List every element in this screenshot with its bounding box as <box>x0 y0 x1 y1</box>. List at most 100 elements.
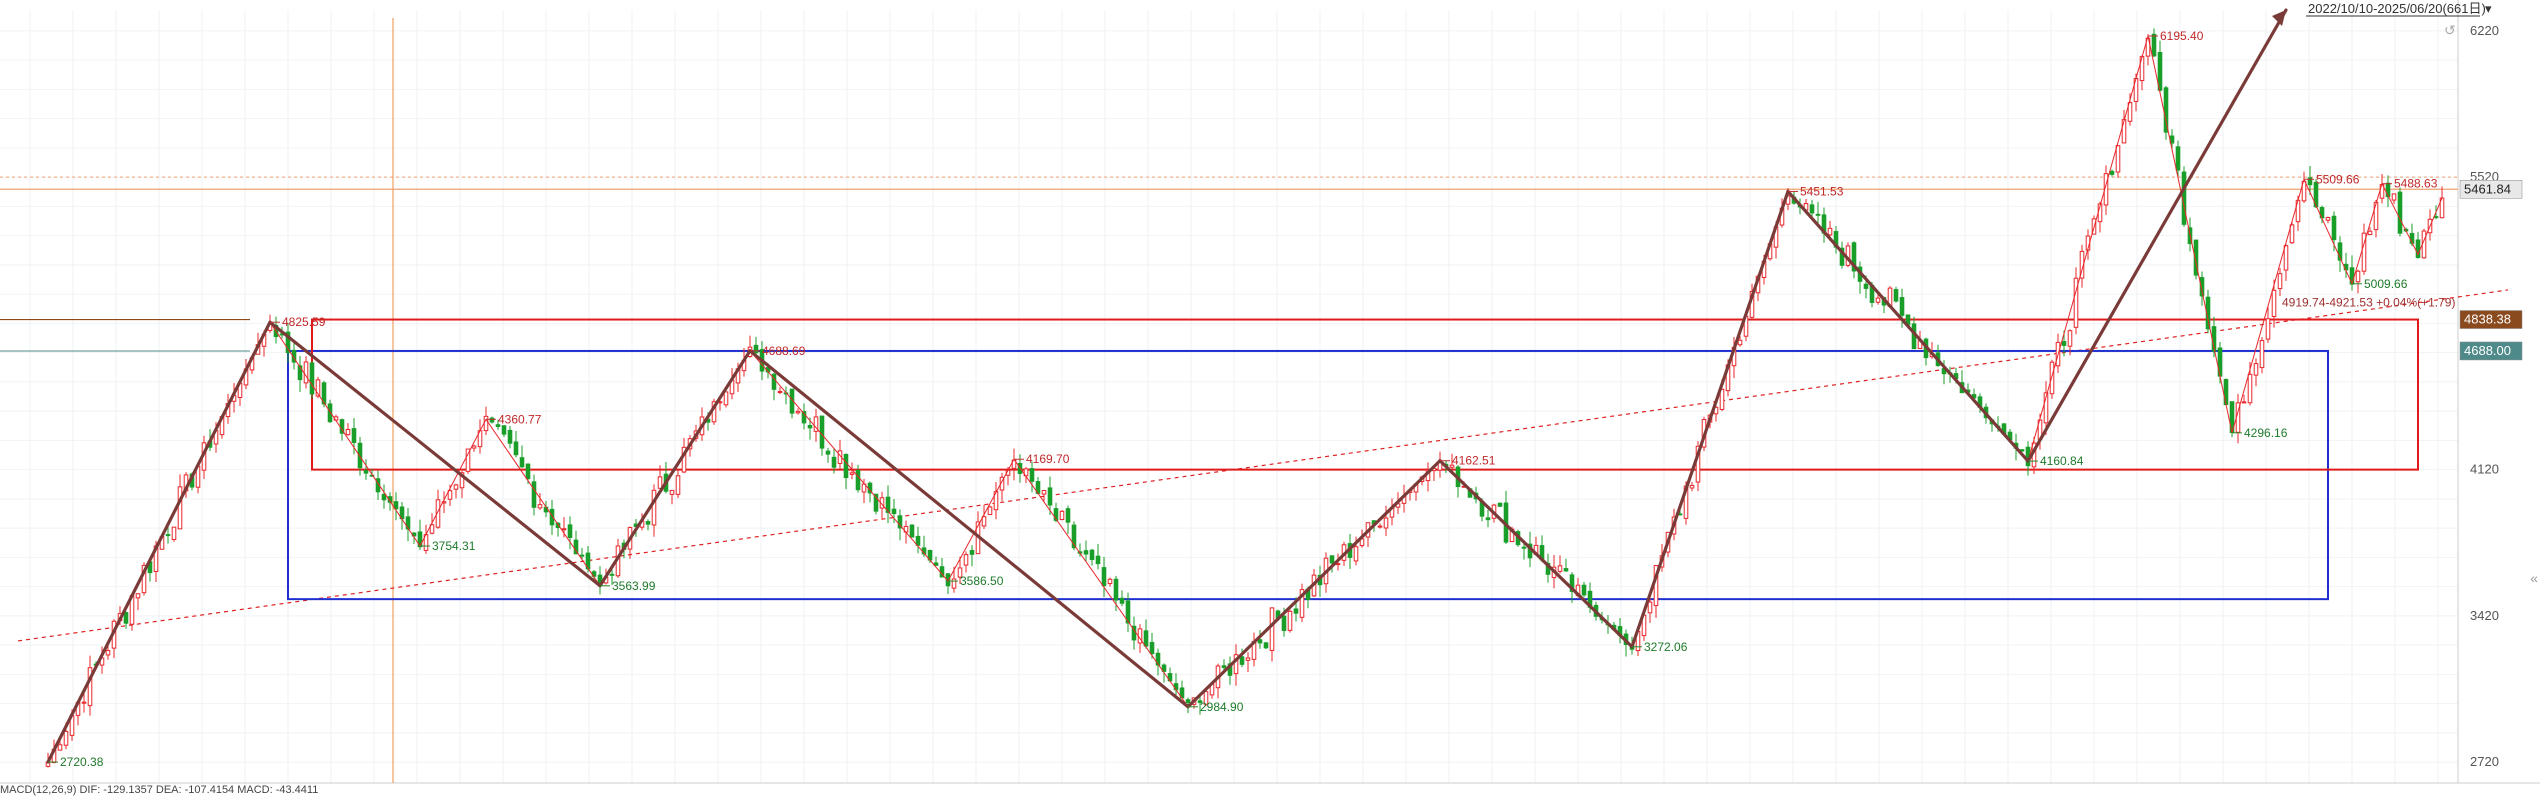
candle-body <box>549 508 555 526</box>
candle-body <box>1719 388 1725 410</box>
candle-body <box>1155 652 1161 666</box>
candle-body <box>567 524 573 538</box>
candle-body <box>2361 232 2367 272</box>
candle-body <box>2283 245 2289 271</box>
candle-body <box>981 516 987 527</box>
candle-body <box>1839 247 1845 266</box>
candle-body <box>2433 216 2439 219</box>
candle-body <box>2157 51 2163 91</box>
candle-body <box>465 448 471 472</box>
pivot-label: 3563.99 <box>612 579 656 593</box>
candle-body <box>2337 242 2343 261</box>
candle-body <box>57 744 63 751</box>
candle-body <box>2103 173 2109 206</box>
blue-range-box <box>287 349 2329 601</box>
candle-body <box>1095 555 1101 565</box>
candle-body <box>1047 487 1053 506</box>
candle-body <box>327 403 333 423</box>
candle-body <box>1149 641 1155 655</box>
candle-body <box>2109 170 2115 175</box>
candle-body <box>1449 464 1455 468</box>
price-tag-box <box>2459 180 2523 199</box>
candle-body <box>1299 589 1305 618</box>
candle-body <box>309 362 315 395</box>
candle-body <box>2073 277 2079 328</box>
price-tag-box <box>2459 341 2523 361</box>
candle-body <box>135 593 141 599</box>
dotted-trend-line <box>17 289 2509 642</box>
candle-body <box>1125 600 1131 624</box>
candle-body <box>513 441 519 456</box>
candle-body <box>1113 578 1119 601</box>
candle-body <box>387 496 393 503</box>
macd-readout: MACD(12,26,9) DIF: -129.1357 DEA: -107.4… <box>0 784 319 796</box>
candle-body <box>2253 363 2259 376</box>
candle-body <box>891 508 897 515</box>
dropdown-icon: ▾ <box>2485 1 2492 16</box>
collapse-panel-icon[interactable]: « <box>2530 570 2538 586</box>
trend-arrowhead <box>2272 10 2286 26</box>
candle-body <box>405 516 411 530</box>
candle-body <box>2247 373 2253 404</box>
pivot-label: 4360.77 <box>498 412 542 426</box>
trend-line <box>1438 459 1634 649</box>
candle-body <box>2199 277 2205 297</box>
trend-line <box>268 320 602 588</box>
candle-body <box>1173 683 1179 691</box>
candle-body <box>63 730 69 746</box>
candle-body <box>855 469 861 491</box>
candle-body <box>489 417 495 423</box>
candle-body <box>2043 392 2049 424</box>
red-range-box <box>311 318 2419 471</box>
candle-body <box>1161 664 1167 672</box>
candle-body <box>2301 180 2307 202</box>
candle-body <box>573 539 579 555</box>
candle-body <box>1101 567 1107 587</box>
candle-body <box>345 428 351 436</box>
candle-body <box>1197 700 1203 703</box>
candle-body <box>2121 119 2127 144</box>
candle-body <box>1569 574 1575 592</box>
candle-body <box>771 373 777 390</box>
candlesticks <box>45 28 2445 768</box>
candle-body <box>81 701 87 704</box>
reset-icon[interactable]: ↺ <box>2444 22 2456 38</box>
pivot-label: 4162.51 <box>1452 454 1496 468</box>
date-range-label: 2022/10/10-2025/06/20(661日) <box>2308 1 2486 16</box>
candle-body <box>675 475 681 495</box>
candle-body <box>2367 230 2373 236</box>
candle-body <box>1521 546 1527 549</box>
candle-body <box>1329 555 1335 564</box>
pivot-label: 3272.06 <box>1644 640 1688 654</box>
candle-body <box>1119 597 1125 604</box>
candle-body <box>2163 87 2169 133</box>
candle-body <box>531 481 537 508</box>
candle-body <box>2355 270 2361 283</box>
candle-body <box>435 499 441 528</box>
candle-body <box>1875 297 1881 303</box>
candle-body <box>1893 289 1899 302</box>
candle-body <box>777 391 783 394</box>
candle-body <box>321 382 327 405</box>
candle-body <box>123 612 129 624</box>
price-tag-label: 4688.00 <box>2464 343 2511 358</box>
trend-line <box>2026 8 2288 463</box>
candle-body <box>357 442 363 469</box>
candle-body <box>1557 565 1563 572</box>
candle-body <box>429 524 435 534</box>
candle-body <box>1143 630 1149 647</box>
candle-body <box>303 361 309 384</box>
candle-body <box>1647 601 1653 614</box>
candle-body <box>669 489 675 495</box>
candle-body <box>2067 330 2073 347</box>
candle-body <box>2277 273 2283 290</box>
candle-body <box>1233 654 1239 675</box>
candle-body <box>723 391 729 406</box>
candle-body <box>831 456 837 468</box>
candle-body <box>1269 607 1275 651</box>
price-tag-box <box>2459 310 2523 329</box>
y-tick-label: 6220 <box>2470 23 2499 38</box>
candle-body <box>1029 468 1035 482</box>
y-tick-label: 2720 <box>2470 754 2499 769</box>
